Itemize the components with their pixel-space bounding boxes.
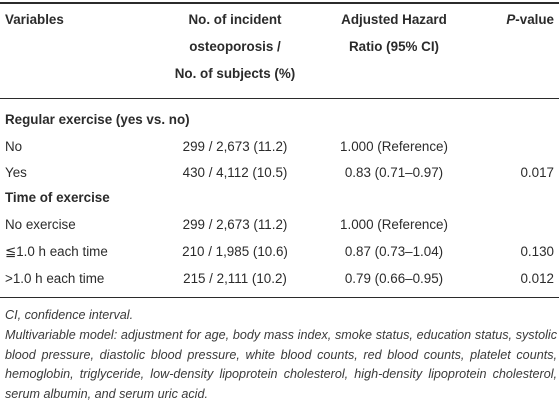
row-incidence: 430 / 4,112 (10.5) — [182, 165, 288, 180]
footnote-model: Multivariable model: adjustment for age,… — [5, 328, 557, 401]
footnote-ci: CI, confidence interval. — [5, 308, 134, 322]
header-variables: Variables — [5, 12, 64, 27]
row-variable: ≦1.0 h each time — [5, 244, 108, 259]
row-hazard-ratio: 0.83 (0.71–0.97) — [344, 165, 444, 180]
row-incidence: 299 / 2,673 (11.2) — [182, 139, 288, 154]
header-incident-line1: No. of incident — [188, 12, 282, 27]
row-pvalue: 0.012 — [520, 271, 554, 286]
header-hazard-line2: Ratio (95% CI) — [348, 39, 440, 54]
header-pvalue: P-value — [470, 10, 554, 30]
header-hazard-line1: Adjusted Hazard — [341, 12, 447, 27]
row-hazard-ratio: 0.87 (0.73–1.04) — [344, 244, 444, 259]
row-hazard-ratio: 1.000 (Reference) — [340, 139, 448, 154]
header-pvalue-p: P — [506, 12, 516, 27]
row-incidence: 215 / 2,111 (10.2) — [183, 271, 287, 286]
header-rule — [0, 98, 559, 99]
row-variable: >1.0 h each time — [5, 271, 105, 286]
row-pvalue: 0.130 — [520, 244, 554, 259]
row-pvalue: 0.017 — [520, 165, 554, 180]
header-pvalue-rest: -value — [515, 12, 554, 27]
row-incidence: 210 / 1,985 (10.6) — [182, 244, 288, 259]
row-variable: Yes — [5, 165, 27, 180]
row-incidence: 299 / 2,673 (11.2) — [182, 217, 288, 232]
header-incident-line3: No. of subjects (%) — [174, 66, 296, 81]
section-title-time-of-exercise: Time of exercise — [5, 190, 110, 205]
header-incident-line2: osteoporosis / — [189, 39, 281, 54]
bottom-rule — [0, 297, 559, 298]
top-rule — [0, 2, 559, 4]
section-title-regular-exercise: Regular exercise (yes vs. no) — [5, 112, 190, 127]
row-variable: No exercise — [5, 217, 76, 232]
row-variable: No — [5, 139, 23, 154]
row-hazard-ratio: 0.79 (0.66–0.95) — [344, 271, 444, 286]
row-hazard-ratio: 1.000 (Reference) — [340, 217, 448, 232]
